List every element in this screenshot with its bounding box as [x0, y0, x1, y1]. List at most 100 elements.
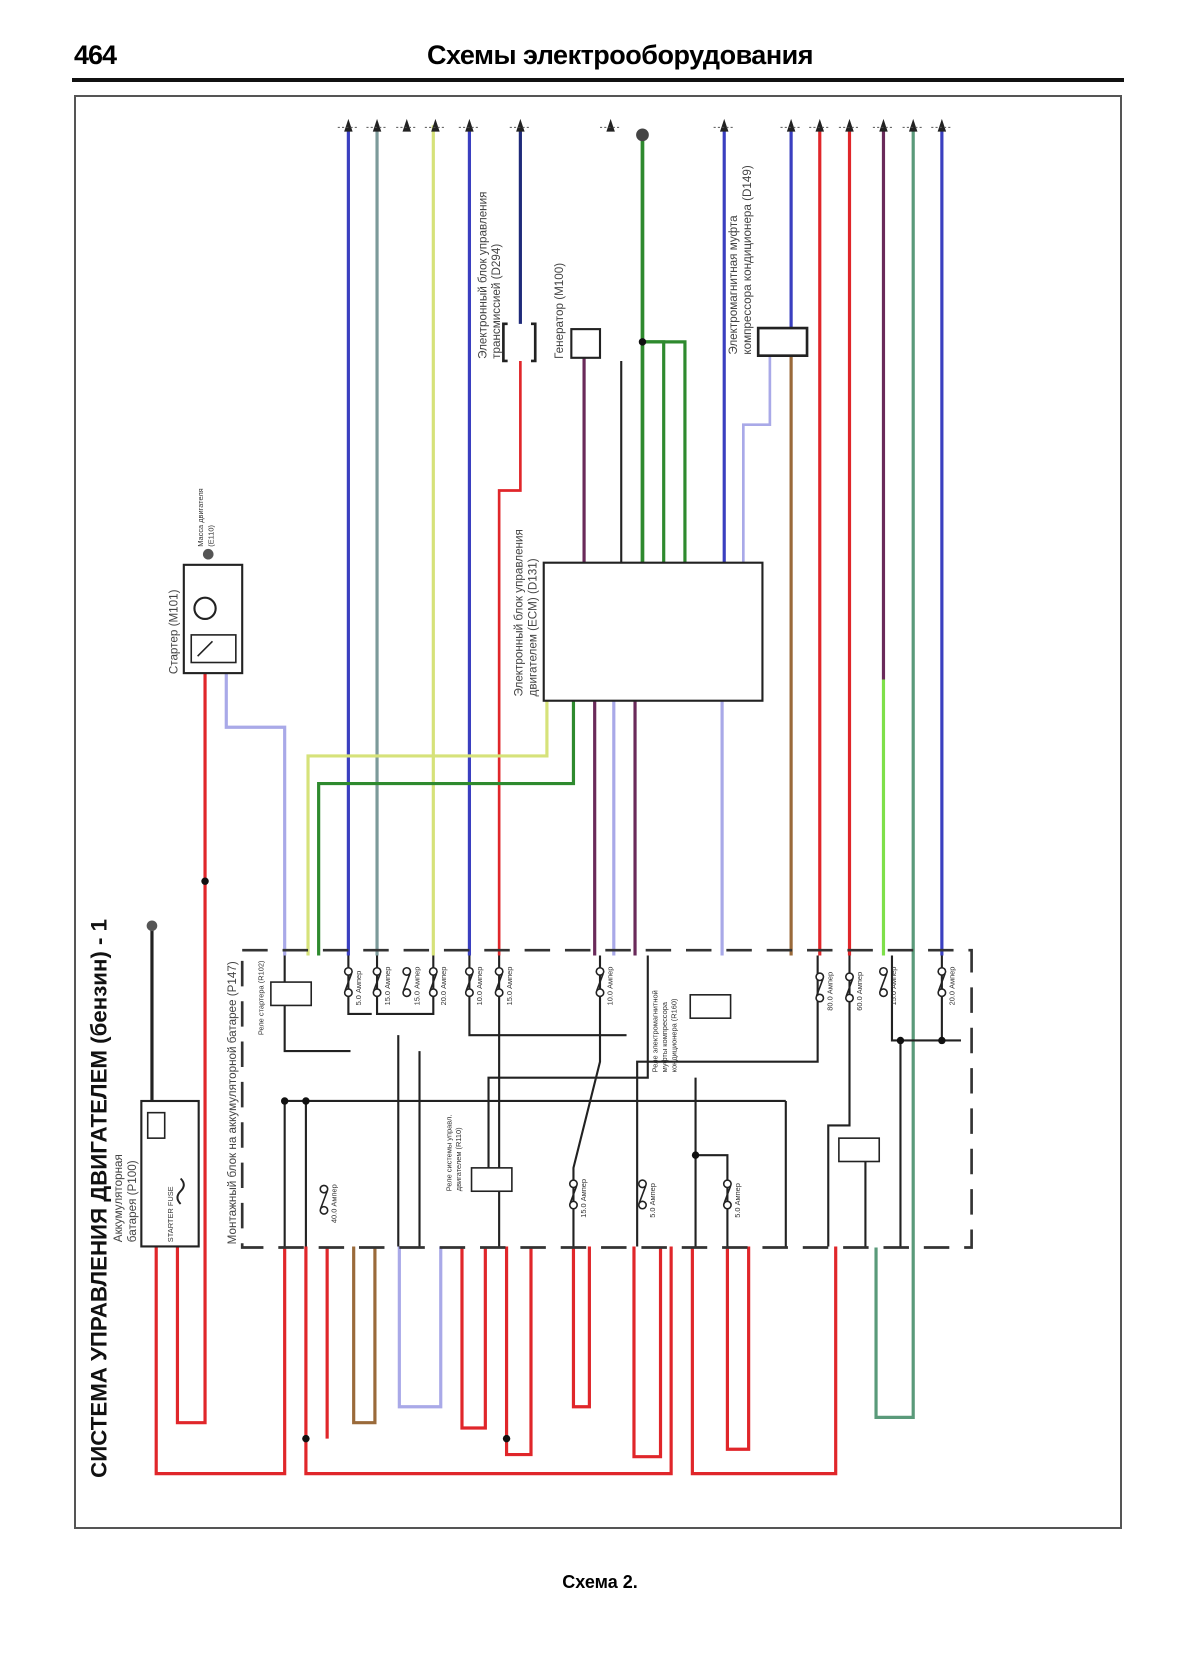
- fuse-rating: 15.0 Ампер: [889, 967, 898, 1006]
- wire-teal: [874, 125, 915, 1419]
- fuse-icon: [878, 966, 888, 976]
- wire-red: [154, 1246, 287, 1476]
- wire-black: [487, 955, 649, 1168]
- junction-dot: [280, 1097, 289, 1105]
- fuse-icon: [343, 988, 353, 998]
- connector-icon: [606, 118, 615, 132]
- battery-label: батарея (P100): [126, 1160, 139, 1242]
- ac-relay-label: Реле электромагнитной: [650, 990, 659, 1072]
- wire-yellow: [306, 700, 549, 956]
- fuse-rating: 15.0 Ампер: [413, 967, 422, 1006]
- fuse-icon: [372, 966, 382, 976]
- fuse-rating: 5.0 Ампер: [354, 971, 363, 1006]
- ac-clutch-label: Электромагнитная муфта: [727, 215, 740, 355]
- wire-green: [642, 340, 687, 563]
- tcm-label: трансмиссией (D294): [490, 244, 503, 359]
- battery-label: Аккумуляторная: [112, 1154, 125, 1242]
- tcm-connector: [502, 322, 537, 363]
- connector-icon: [402, 118, 412, 132]
- connector-icon: [815, 118, 825, 132]
- connector-icon: [431, 118, 440, 132]
- battery-box: [140, 1099, 200, 1248]
- fuse-icon: [937, 988, 947, 998]
- connector-icon: [516, 118, 525, 132]
- fuse-rating: 5.0 Ампер: [648, 1183, 657, 1218]
- wire-lavender: [742, 355, 772, 563]
- wire-lavender: [224, 673, 287, 956]
- fuse-icon: [464, 988, 474, 998]
- connector-icon: [845, 118, 854, 132]
- mounting-block-label: Монтажный блок на аккумуляторной батарее…: [226, 961, 239, 1244]
- junction-dot: [201, 877, 209, 885]
- wire-red: [571, 1246, 591, 1409]
- fuse-icon: [637, 1200, 647, 1210]
- header-rule: [72, 78, 1124, 82]
- wire-green: [642, 340, 666, 563]
- wires: [150, 125, 961, 1476]
- fuse-rating: 15.0 Ампер: [579, 1179, 588, 1218]
- connector-icon: [786, 118, 796, 132]
- fuse-icon: [428, 988, 438, 998]
- ecm-label: Электронный блок управления: [512, 529, 525, 696]
- fuse-rating: 5.0 Ампер: [733, 1183, 742, 1218]
- mounting-block-outline: [240, 948, 973, 1249]
- fuse-icon: [464, 966, 474, 976]
- wire-red: [304, 1246, 673, 1476]
- starter-motor-icon: [193, 596, 217, 621]
- fan-relay-icon: [838, 1137, 881, 1163]
- connector-icon: [937, 118, 947, 132]
- starter-solenoid-icon: [190, 634, 237, 664]
- wire-black: [636, 955, 819, 1247]
- ecm-label: двигателем (ECM) (D131): [526, 558, 539, 696]
- wire-red: [497, 360, 522, 956]
- fuse-icon: [815, 993, 825, 1003]
- connector-icon: [465, 118, 474, 132]
- starter-fuse-label: STARTER FUSE: [166, 1186, 175, 1242]
- fuse-icon: [372, 988, 382, 998]
- ac-relay-label: муфты компрессора: [660, 1001, 669, 1072]
- fuse-rating: 20.0 Ампер: [948, 967, 957, 1006]
- ground-icon: [202, 548, 214, 560]
- fuse-icon: [844, 972, 855, 982]
- fuse-icon: [595, 966, 605, 976]
- wire-green: [317, 700, 576, 956]
- ground-icon: [146, 920, 158, 932]
- connector-icon: [719, 118, 729, 132]
- wire-brown: [352, 1246, 377, 1425]
- fuse-rating: 40.0 Ампер: [330, 1184, 339, 1223]
- ac-clutch-box: [756, 326, 809, 357]
- fuse-icon: [343, 966, 353, 976]
- fuse-icon: [428, 966, 438, 976]
- fuse-rating: 15.0 Ампер: [505, 967, 514, 1006]
- fuse-rating: 10.0 Ампер: [475, 967, 484, 1006]
- fuse-labels: 5.0 Ампер 15.0 Ампер 15.0 Ампер 20.0 Ампер 1…: [330, 967, 957, 1223]
- generator-label: Генератор (M100): [553, 263, 566, 359]
- wire-red: [175, 673, 207, 1425]
- fuse-symbols: [201, 338, 947, 1443]
- connector-icon: [372, 118, 382, 132]
- wire-lavender: [397, 1246, 443, 1409]
- fuse-icon: [494, 966, 504, 976]
- page-number: 464: [74, 40, 117, 70]
- junction-dot: [896, 1036, 905, 1045]
- fuse-rating: 60.0 Ампер: [855, 972, 864, 1011]
- starter-box: [182, 563, 244, 675]
- junction-dot: [638, 338, 647, 346]
- fuse-rating: 80.0 Ампер: [826, 972, 835, 1011]
- junction-dot: [302, 1097, 310, 1105]
- tcm-label: Электронный блок управления: [476, 192, 489, 359]
- wire-black: [827, 955, 851, 1247]
- fuse-icon: [176, 1177, 185, 1205]
- fuse-rating: 15.0 Ампер: [383, 967, 392, 1006]
- ac-relay-icon: [689, 994, 732, 1019]
- fuse-icon: [878, 988, 888, 998]
- connector-icon: [344, 118, 353, 132]
- junction-dot: [691, 1151, 700, 1159]
- wire-black: [695, 1154, 729, 1247]
- fuse-icon: [595, 988, 605, 998]
- ground-label: Масса двигателя: [196, 488, 205, 546]
- fuse-icon: [319, 1184, 329, 1194]
- starter-relay-icon: [270, 981, 313, 1007]
- wire-red: [460, 1246, 487, 1430]
- wire-black: [890, 955, 961, 1042]
